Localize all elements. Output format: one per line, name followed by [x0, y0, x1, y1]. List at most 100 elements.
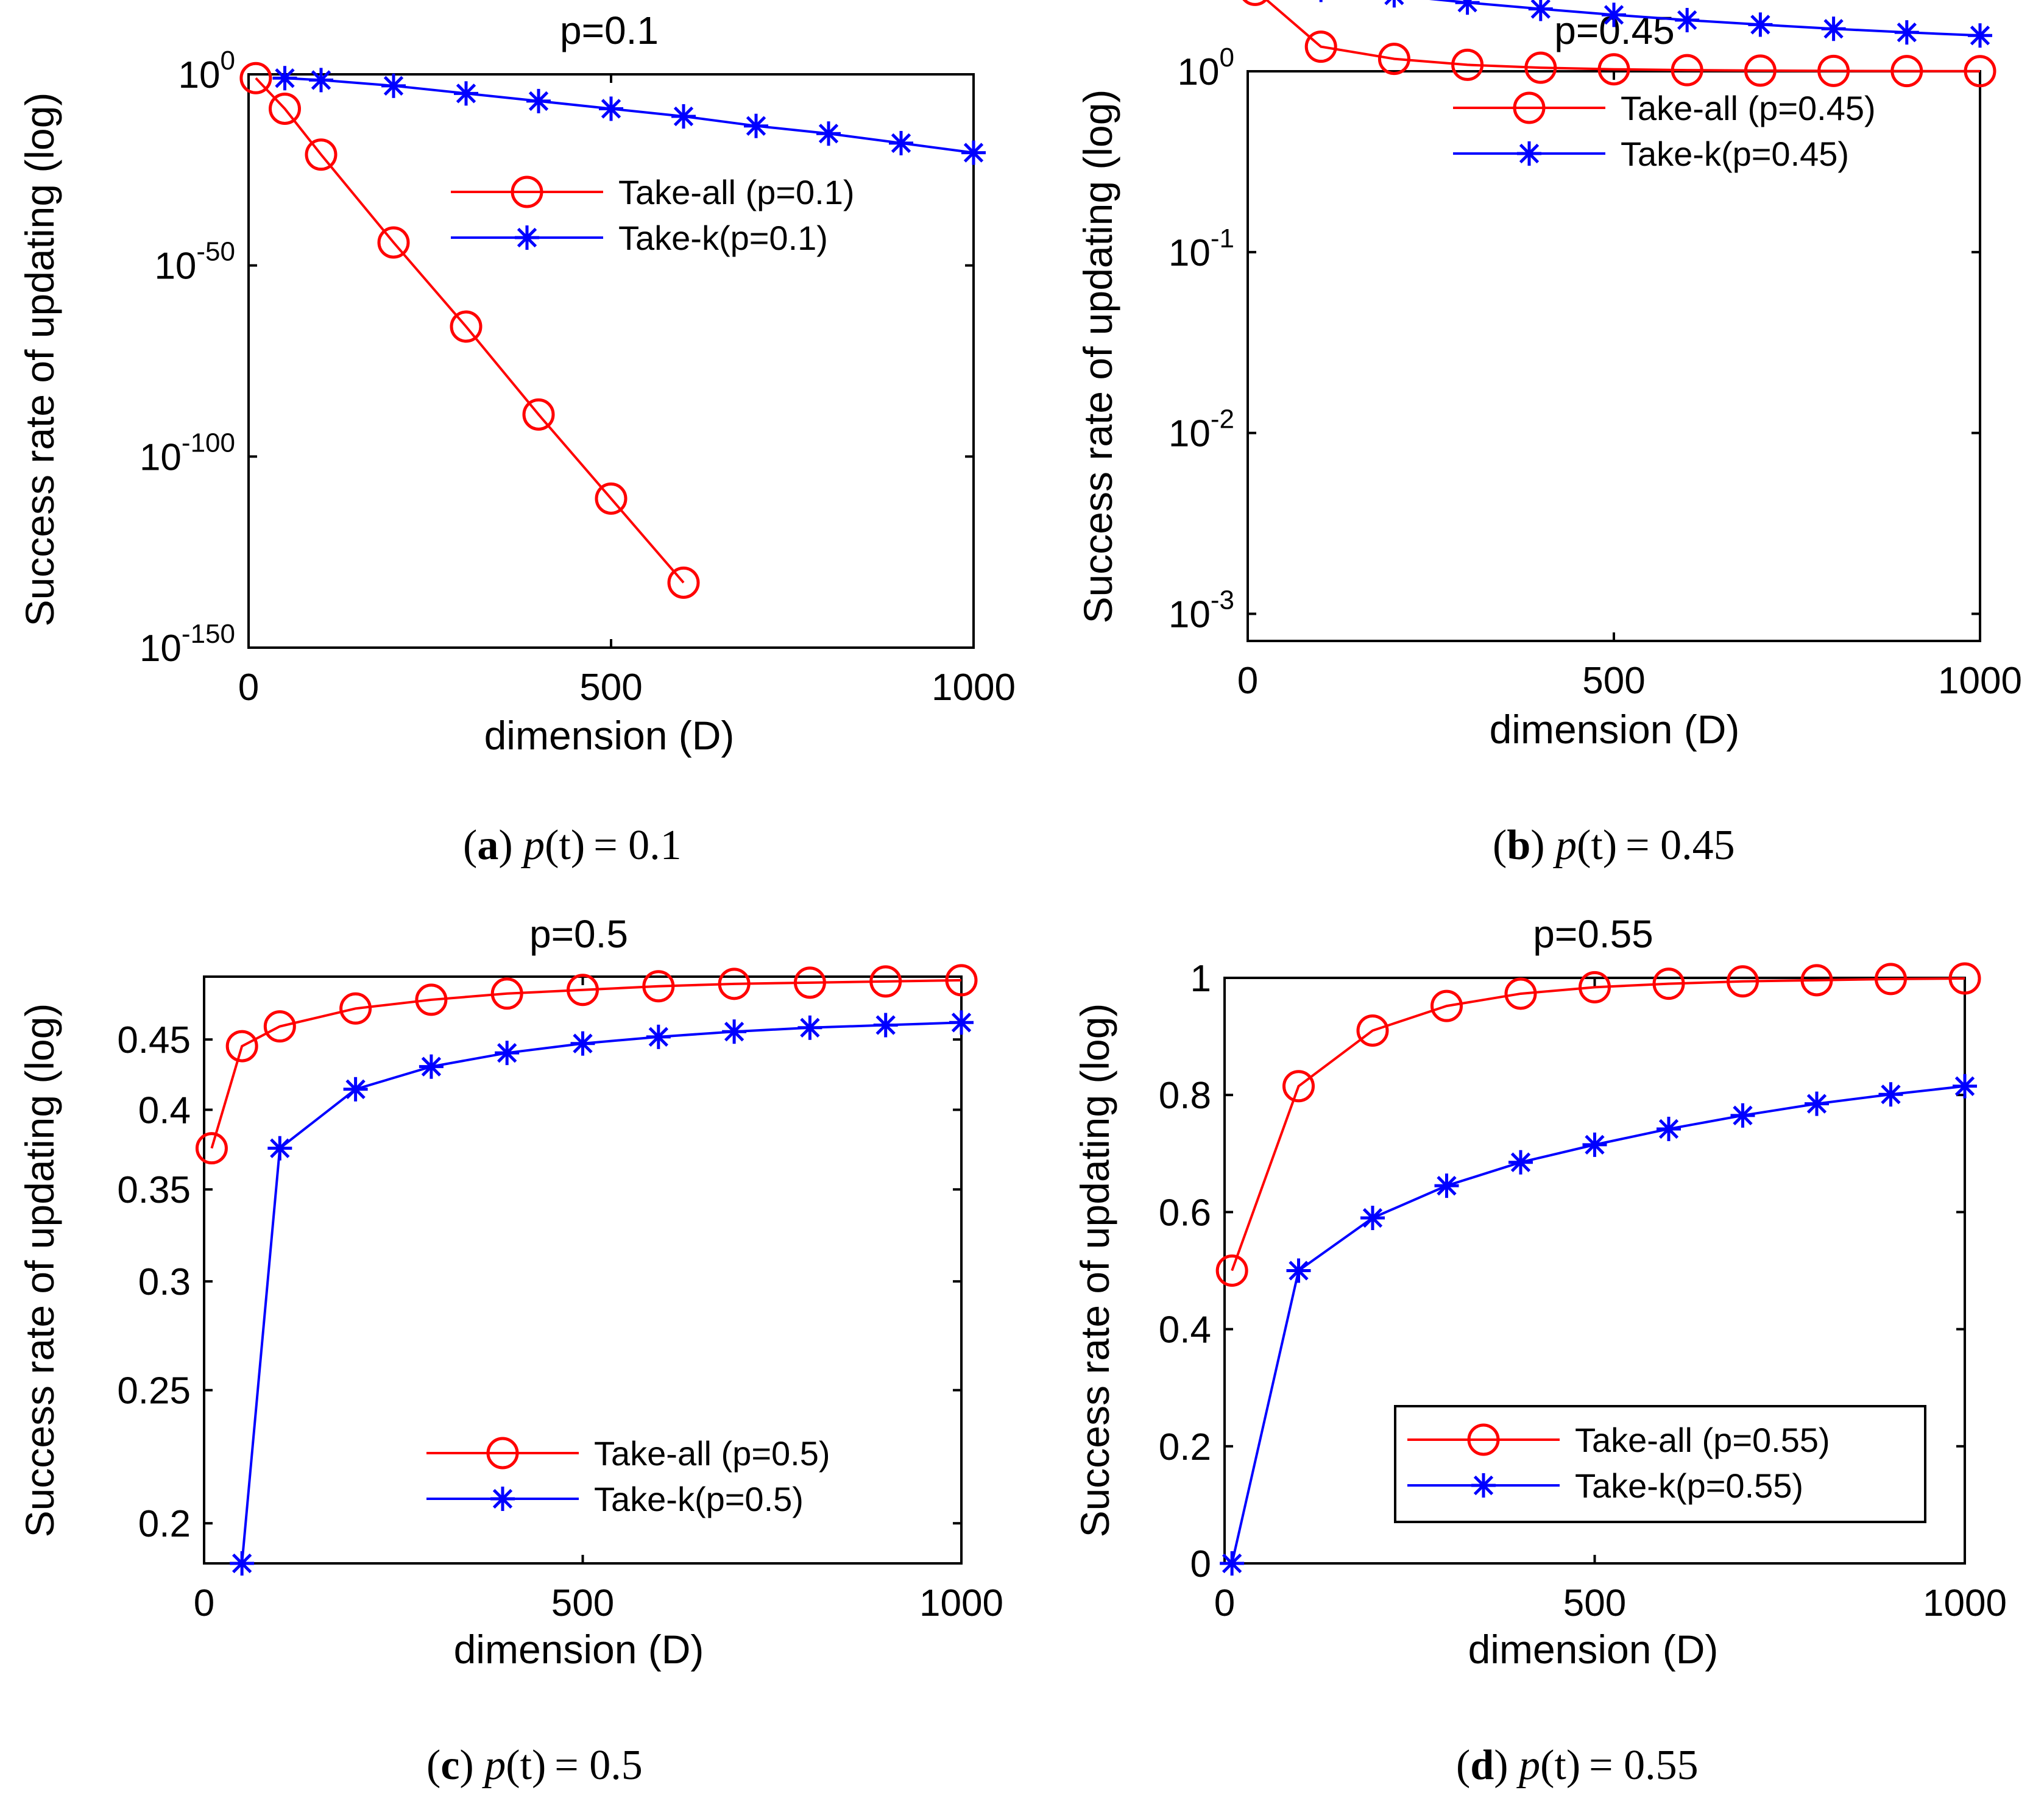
data-point-circle: [1513, 91, 1546, 124]
data-point-star: [454, 81, 478, 106]
data-point-circle: [511, 175, 543, 208]
legend-label: Take-k(p=0.1): [618, 219, 828, 257]
data-point-star: [744, 113, 768, 138]
y-tick-label: 100: [1178, 43, 1234, 93]
caption-argument: (t): [1577, 822, 1617, 869]
data-point-star: [1602, 2, 1626, 27]
caption-letter: a: [477, 822, 498, 869]
series-line: [210, 978, 962, 1149]
y-axis-label: Success rate of updating (log): [1072, 1003, 1117, 1538]
data-point-circle: [239, 62, 272, 94]
star-stroke: [311, 70, 331, 90]
panel-caption: (a) p(t) = 0.1: [463, 822, 682, 869]
x-axis-label: dimension (D): [454, 1627, 704, 1672]
y-tick-base: 10: [1169, 593, 1211, 635]
star-stroke: [951, 1013, 972, 1033]
data-point-circle: [567, 974, 599, 1007]
caption-paren: ): [1494, 1742, 1519, 1789]
series-take-k: [272, 66, 986, 165]
y-tick-label: 10-3: [1169, 585, 1234, 635]
y-axis-label: Success rate of updating (log): [17, 93, 62, 627]
star-stroke: [1604, 5, 1624, 25]
star-stroke: [746, 116, 766, 136]
star-stroke: [456, 83, 476, 104]
y-tick-exp: -2: [1211, 405, 1234, 434]
series-take-k: [230, 1010, 974, 1576]
data-point-circle: [1524, 51, 1557, 84]
chart-title: p=0.1: [560, 9, 659, 52]
data-point-circle: [1948, 962, 1981, 995]
data-point-star: [1528, 0, 1553, 21]
caption-paren: (: [463, 822, 477, 869]
x-tick-label: 0: [194, 1582, 214, 1624]
x-tick-label: 1000: [919, 1582, 1003, 1624]
y-tick-exp: -50: [196, 237, 235, 267]
data-point-circle: [718, 968, 751, 1000]
data-point-star: [1730, 1103, 1755, 1128]
y-tick-exp: -3: [1211, 585, 1234, 615]
star-stroke: [1750, 15, 1770, 35]
y-tick-label: 0.8: [1159, 1075, 1211, 1117]
series-take-all: [1242, 0, 1996, 88]
axes-box: [1247, 70, 1981, 642]
x-tick-label: 0: [238, 667, 259, 709]
y-tick-label: 1: [1190, 958, 1211, 1000]
series-take-k: [1319, 0, 1992, 48]
data-point-circle: [263, 1010, 296, 1043]
star-stroke: [497, 1043, 517, 1063]
caption-letter: c: [440, 1742, 459, 1789]
data-point-circle: [1304, 30, 1337, 63]
y-tick-exp: -150: [182, 619, 235, 649]
star-stroke: [232, 1553, 252, 1574]
data-point-star: [1471, 1473, 1496, 1498]
caption-letter: b: [1507, 822, 1530, 869]
data-point-circle: [1579, 971, 1611, 1003]
caption-paren: ): [459, 1742, 484, 1789]
x-tick-label: 500: [551, 1582, 614, 1624]
series-line: [1231, 977, 1965, 1272]
star-stroke: [1806, 1094, 1827, 1114]
axes-box: [247, 73, 975, 649]
data-point-circle: [305, 138, 338, 171]
star-stroke: [1677, 10, 1697, 30]
y-tick-label: 0.4: [138, 1089, 191, 1131]
legend-label: Take-k(p=0.5): [594, 1480, 804, 1518]
x-tick-label: 1000: [1938, 660, 2022, 702]
star-stroke: [492, 1488, 513, 1509]
data-point-star: [961, 140, 986, 165]
data-point-star: [515, 225, 539, 250]
data-point-star: [490, 1487, 515, 1511]
data-point-star: [272, 66, 297, 91]
star-stroke: [1658, 1119, 1679, 1139]
data-point-star: [599, 96, 623, 121]
legend-label: Take-all (p=0.1): [618, 173, 855, 211]
y-tick-label: 10-2: [1169, 405, 1234, 455]
star-stroke: [573, 1033, 593, 1053]
data-point-circle: [522, 398, 555, 431]
star-stroke: [724, 1022, 744, 1042]
caption-variable: p: [1516, 1742, 1540, 1789]
star-stroke: [345, 1079, 366, 1099]
data-point-circle: [1430, 989, 1463, 1022]
data-point-star: [1360, 1206, 1385, 1231]
data-point-circle: [339, 992, 372, 1025]
data-point-star: [873, 1013, 898, 1038]
caption-paren: (: [1456, 1742, 1470, 1789]
caption-value: = 0.1: [593, 822, 681, 869]
data-point-star: [889, 130, 913, 155]
data-point-star: [381, 73, 406, 98]
y-tick-base: 10: [140, 436, 182, 478]
chart-title: p=0.5: [529, 912, 628, 956]
data-point-circle: [490, 977, 523, 1010]
legend: Take-all (p=0.55) Take-k(p=0.55): [1394, 1405, 1926, 1523]
star-stroke: [1437, 1175, 1457, 1196]
caption-value: = 0.5: [554, 1742, 642, 1789]
data-point-star: [419, 1054, 444, 1079]
x-tick-label: 500: [1563, 1582, 1626, 1624]
star-stroke: [1954, 1076, 1975, 1096]
x-axis-label: dimension (D): [1468, 1627, 1719, 1672]
data-point-circle: [1467, 1423, 1500, 1456]
y-tick-base: 10: [1169, 413, 1211, 455]
data-point-circle: [1800, 964, 1833, 997]
caption-variable: p: [520, 822, 545, 869]
